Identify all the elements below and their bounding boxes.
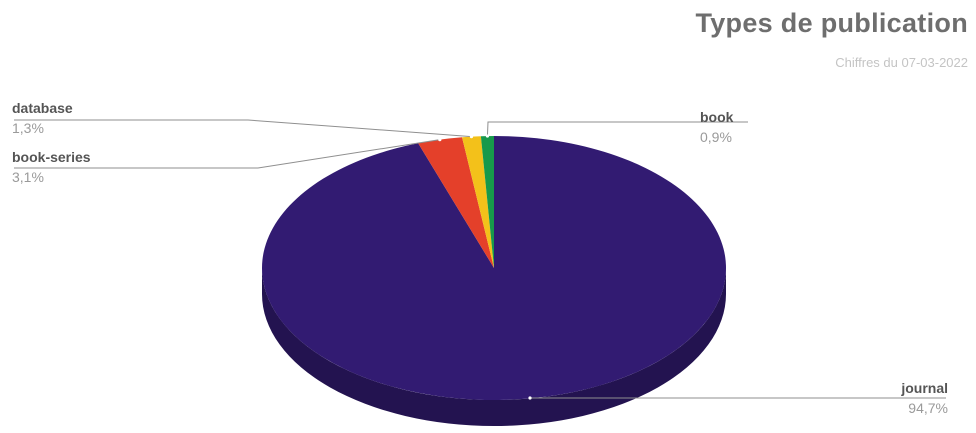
label-book: book 0,9% (700, 107, 733, 147)
label-journal-value: 94,7% (908, 400, 948, 416)
slice-database (462, 136, 494, 268)
leader-dot-book-series (438, 138, 442, 142)
leader-dot-journal (528, 396, 532, 400)
leader-database (14, 119, 472, 138)
label-database: database 1,3% (12, 98, 73, 138)
label-book-series: book-series 3,1% (12, 147, 91, 187)
slice-book-series (418, 137, 494, 268)
label-journal: journal 94,7% (901, 378, 948, 418)
label-journal-name: journal (901, 380, 948, 396)
leader-book-series (14, 139, 440, 169)
label-database-name: database (12, 100, 73, 116)
label-book-name: book (700, 109, 734, 125)
label-book-series-value: 3,1% (12, 169, 44, 185)
pie-3d-side (262, 268, 726, 426)
leader-lines (14, 119, 946, 400)
slice-journal (262, 136, 726, 400)
label-book-value: 0,9% (700, 129, 732, 145)
chart-subtitle: Chiffres du 07-03-2022 (835, 55, 968, 70)
leader-book (486, 121, 748, 137)
label-database-value: 1,3% (12, 120, 44, 136)
slice-side-journal (262, 268, 726, 426)
label-book-series-name: book-series (12, 149, 91, 165)
chart-title: Types de publication (695, 8, 968, 38)
pie-top-slices (262, 136, 726, 400)
leader-dot-book (485, 134, 490, 138)
slice-book (480, 136, 494, 268)
leader-dot-database (469, 135, 474, 139)
